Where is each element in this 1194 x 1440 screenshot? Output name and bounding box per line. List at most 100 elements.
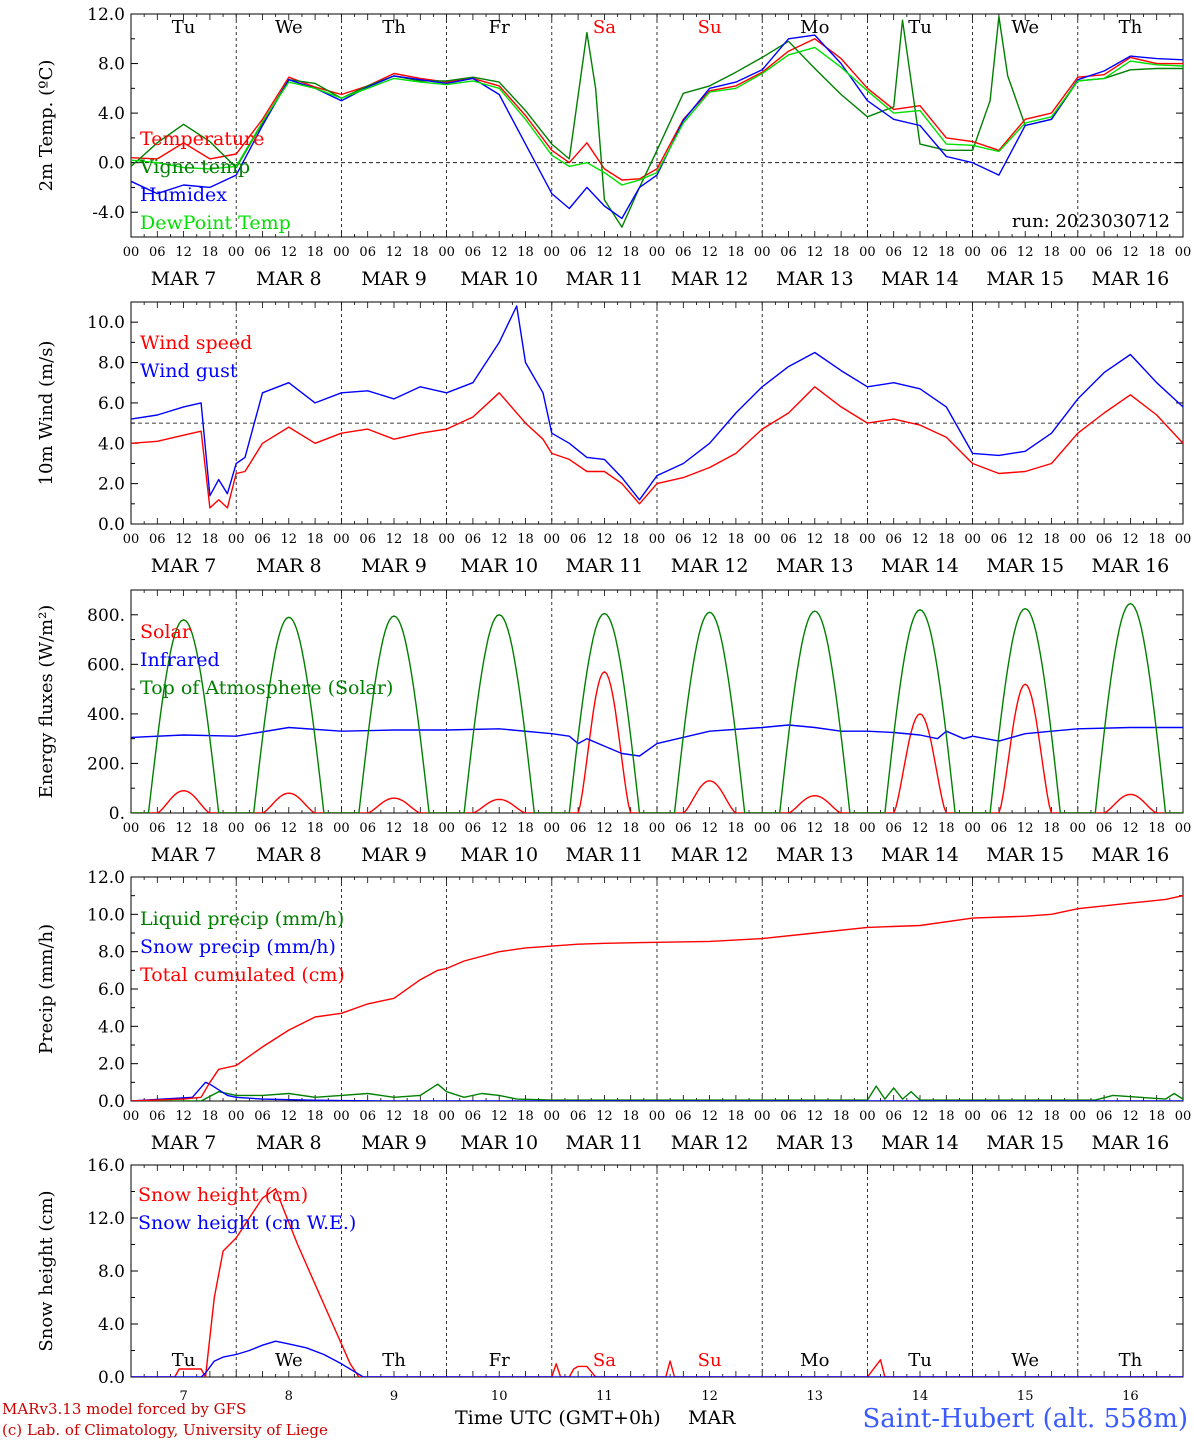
date-label: MAR 8 (256, 268, 322, 290)
series-line-liquid-precip-mm-h (131, 1083, 1183, 1101)
y-axis-label: Energy fluxes (W/m²) (36, 605, 57, 799)
date-label: MAR 15 (986, 844, 1064, 866)
hour-tick-label: 06 (675, 821, 692, 836)
y-tick-label: 4.0 (98, 434, 125, 454)
hour-tick-label: 12 (175, 245, 192, 260)
legend-entry: Solar (140, 621, 192, 643)
hour-tick-label: 00 (544, 245, 561, 260)
hour-tick-label: 00 (754, 1109, 771, 1124)
hour-tick-label: 12 (1017, 245, 1034, 260)
date-label: MAR 12 (671, 268, 749, 290)
hour-tick-label: 18 (833, 245, 850, 260)
hour-tick-label: 06 (570, 532, 587, 547)
hour-tick-label: 06 (991, 821, 1008, 836)
date-label: MAR 9 (361, 844, 427, 866)
hour-tick-label: 00 (438, 821, 455, 836)
hour-tick-label: 06 (465, 245, 482, 260)
day-name-label: Th (382, 17, 406, 38)
series-line-snow-height-cm-w-e (131, 1340, 1183, 1377)
series-line-snow-precip-mm-h (131, 1081, 1183, 1101)
hour-tick-label: 00 (123, 821, 140, 836)
hour-tick-label: 06 (885, 532, 902, 547)
y-tick-label: 8.0 (98, 55, 125, 75)
date-label: MAR 9 (361, 555, 427, 577)
hour-tick-label: 12 (386, 821, 403, 836)
hour-tick-label: 00 (333, 532, 350, 547)
hour-tick-label: 12 (386, 1109, 403, 1124)
day-name-label: Th (1119, 1350, 1143, 1371)
hour-tick-label: 06 (359, 532, 376, 547)
hour-tick-label: 00 (649, 245, 666, 260)
series-line-snow-height-cm (131, 1188, 1183, 1377)
hour-tick-label: 00 (544, 1109, 561, 1124)
day-name-label: Su (698, 17, 722, 38)
hour-tick-label: 00 (649, 1109, 666, 1124)
footer-lab-credit: (c) Lab. of Climatology, University of L… (2, 1421, 328, 1439)
y-axis-label: 2m Temp. (ºC) (36, 60, 57, 192)
hour-tick-label: 00 (964, 821, 981, 836)
series-group (131, 1188, 1183, 1377)
date-label: MAR 16 (1092, 555, 1170, 577)
y-tick-label: 10.0 (87, 905, 125, 925)
date-label: MAR 12 (671, 1132, 749, 1154)
date-label: MAR 10 (460, 268, 538, 290)
hour-tick-label: 00 (438, 1109, 455, 1124)
hour-tick-label: 00 (964, 532, 981, 547)
hour-tick-label: 12 (491, 245, 508, 260)
y-tick-label: 2.0 (98, 475, 125, 495)
y-tick-label: 4.0 (98, 1315, 125, 1335)
hour-tick-label: 12 (807, 245, 824, 260)
date-label: MAR 13 (776, 555, 854, 577)
hour-tick-label: 12 (1122, 245, 1139, 260)
date-label: MAR 8 (256, 555, 322, 577)
series-line-solar (131, 671, 1183, 813)
date-label: MAR 15 (986, 1132, 1064, 1154)
y-tick-label: 6.0 (98, 394, 125, 414)
hour-tick-label: 18 (728, 532, 745, 547)
x-axis-month: MAR (688, 1407, 736, 1429)
hour-tick-label: 12 (807, 1109, 824, 1124)
hour-tick-label: 18 (1043, 821, 1060, 836)
hour-tick-label: 00 (649, 821, 666, 836)
date-label: MAR 11 (566, 844, 644, 866)
hour-tick-label: 06 (885, 245, 902, 260)
hour-tick-label: 00 (123, 245, 140, 260)
series-line-temperature (131, 38, 1183, 181)
panel-wind: 10.0 8.0 6.0 4.0 2.0 0.0 10m Wind (m/s) Wind sp… (36, 301, 1191, 577)
hour-tick-label: 00 (754, 821, 771, 836)
hour-tick-label: 06 (149, 1109, 166, 1124)
date-label: MAR 14 (881, 844, 959, 866)
day-name-label: Su (698, 1350, 722, 1371)
date-label: MAR 10 (460, 555, 538, 577)
hour-tick-label: 12 (912, 245, 929, 260)
legend-entry: Infrared (140, 649, 220, 671)
hour-tick-label: 12 (807, 532, 824, 547)
hour-tick-label: 00 (1070, 245, 1087, 260)
day-name-label: We (1011, 1350, 1039, 1371)
y-tick-label: 0. (109, 804, 125, 824)
hour-tick-label: 12 (491, 532, 508, 547)
bottom-day-number: 11 (596, 1389, 613, 1404)
hour-tick-label: 18 (728, 245, 745, 260)
date-label: MAR 11 (566, 1132, 644, 1154)
series-group (131, 305, 1183, 509)
hour-tick-label: 00 (333, 821, 350, 836)
series-line-infrared (131, 724, 1183, 757)
hour-tick-label: 00 (228, 1109, 245, 1124)
station-label: Saint-Hubert (alt. 558m) (862, 1404, 1188, 1434)
day-name-label: Sa (593, 17, 616, 38)
hour-tick-label: 18 (412, 821, 429, 836)
series-line-total-cumulated-cm (131, 895, 1183, 1101)
hour-tick-label: 00 (438, 245, 455, 260)
hour-tick-label: 00 (1175, 821, 1192, 836)
hour-tick-label: 12 (491, 1109, 508, 1124)
hour-tick-label: 18 (833, 532, 850, 547)
hour-tick-label: 12 (491, 821, 508, 836)
y-tick-label: 400. (87, 705, 125, 725)
hour-tick-label: 06 (780, 1109, 797, 1124)
hour-tick-label: 12 (386, 245, 403, 260)
run-annotation: run: 2023030712 (1012, 211, 1170, 232)
hour-tick-label: 06 (359, 245, 376, 260)
y-axis-label: Snow height (cm) (36, 1190, 57, 1351)
hour-tick-label: 06 (991, 532, 1008, 547)
